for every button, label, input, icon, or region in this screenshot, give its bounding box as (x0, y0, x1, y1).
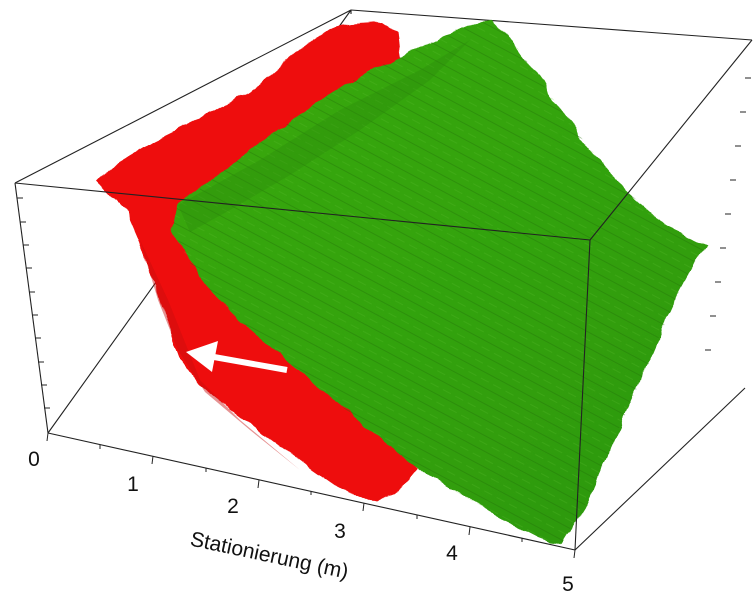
green-surface (172, 20, 708, 545)
x-tick-label-3: 3 (334, 520, 346, 543)
right-axis-ticks (705, 77, 751, 351)
x-axis-ticks (46, 432, 576, 559)
x-tick-label-0: 0 (28, 448, 40, 471)
x-tick-label-2: 2 (227, 495, 239, 518)
x-axis-tick-labels: 0 1 2 3 4 5 (28, 448, 574, 595)
x-tick-label-1: 1 (127, 473, 139, 496)
direction-arrow (186, 341, 288, 373)
red-surface (98, 22, 418, 500)
x-axis-title: Stationierung (m) (188, 528, 350, 584)
left-axis-ticks (17, 197, 50, 409)
x-tick-label-5: 5 (562, 573, 574, 595)
x-tick-label-4: 4 (446, 542, 458, 565)
box-frame-front (14, 9, 753, 551)
